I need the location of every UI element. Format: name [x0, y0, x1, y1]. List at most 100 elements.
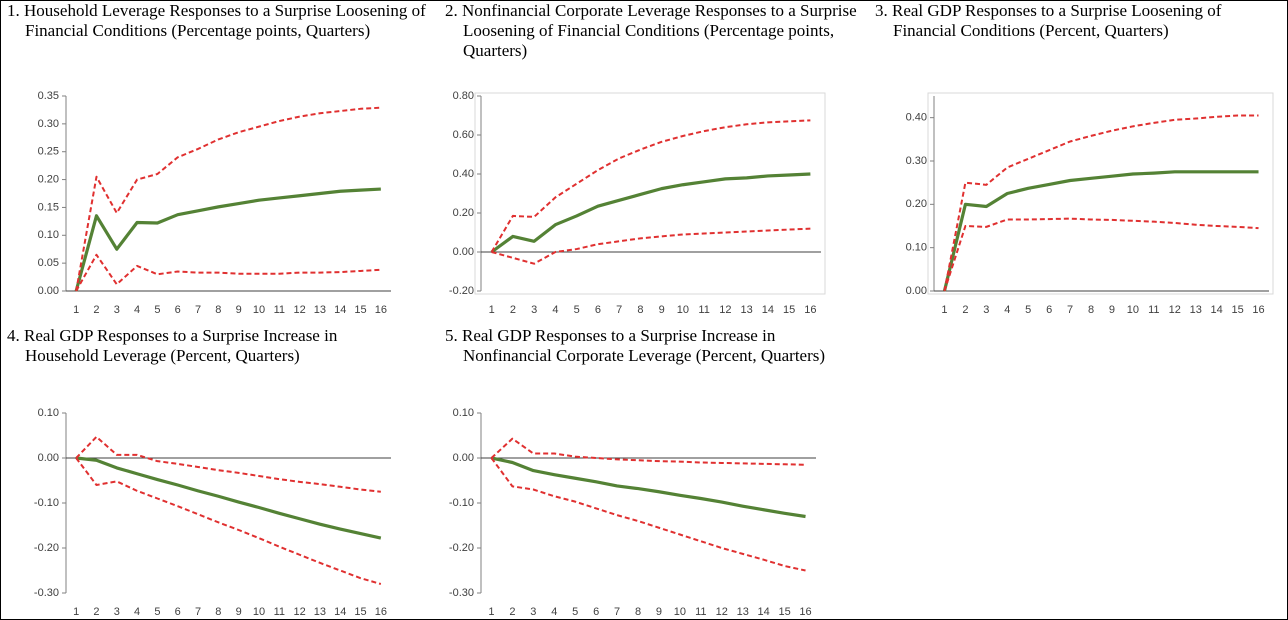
x-tick-label: 2 [93, 304, 99, 316]
confidence-line [491, 227, 811, 265]
x-tick-label: 6 [175, 304, 181, 316]
x-tick-label: 7 [614, 606, 620, 618]
x-tick-label: 12 [716, 606, 728, 618]
x-tick-label: 3 [114, 606, 120, 618]
x-tick-label: 3 [530, 606, 536, 618]
x-tick-label: 2 [509, 606, 515, 618]
x-tick-label: 5 [1025, 304, 1031, 316]
x-tick-label: 12 [1169, 304, 1181, 316]
y-tick-label: 0.40 [453, 168, 474, 180]
y-tick-label: 0.10 [906, 242, 927, 254]
y-tick-label: 0.00 [906, 285, 927, 297]
chart-title: 3. Real GDP Responses to a Surprise Loos… [875, 1, 1222, 40]
y-tick-label: 0.10 [38, 407, 59, 419]
x-tick-label: 4 [1004, 304, 1010, 316]
confidence-line [75, 457, 382, 585]
y-tick-label: 0.20 [906, 198, 927, 210]
x-tick-label: 9 [236, 606, 242, 618]
x-tick-label: 5 [574, 304, 580, 316]
x-tick-label: 16 [799, 606, 811, 618]
y-tick-label: -0.20 [449, 285, 474, 297]
confidence-line [943, 217, 1259, 292]
y-tick-label: -0.30 [34, 587, 59, 599]
x-tick-label: 2 [93, 606, 99, 618]
y-tick-label: 0.00 [453, 452, 474, 464]
x-tick-label: 14 [1211, 304, 1223, 316]
x-tick-label: 14 [762, 304, 774, 316]
x-tick-label: 4 [551, 606, 557, 618]
y-tick-label: 0.20 [453, 207, 474, 219]
y-tick-label: 0.20 [38, 173, 59, 185]
confidence-line [75, 253, 381, 292]
x-tick-label: 13 [741, 304, 753, 316]
x-tick-label: 3 [983, 304, 989, 316]
y-tick-label: -0.10 [449, 497, 474, 509]
chart-title: 2. Nonfinancial Corporate Leverage Respo… [445, 1, 857, 60]
confidence-line [75, 435, 381, 493]
confidence-line [490, 119, 811, 253]
x-tick-label: 13 [314, 606, 326, 618]
x-tick-label: 1 [488, 606, 494, 618]
confidence-line [490, 437, 806, 466]
response-line [942, 170, 1259, 292]
response-line [74, 187, 381, 292]
y-tick-label: 0.15 [38, 201, 59, 213]
y-tick-label: 0.00 [38, 452, 59, 464]
x-tick-label: 15 [354, 606, 366, 618]
x-tick-label: 8 [1088, 304, 1094, 316]
x-tick-label: 2 [962, 304, 968, 316]
x-tick-label: 13 [314, 304, 326, 316]
y-tick-label: 0.40 [906, 112, 927, 124]
x-tick-label: 9 [659, 304, 665, 316]
y-tick-label: 0.25 [38, 146, 59, 158]
x-tick-label: 6 [593, 606, 599, 618]
x-tick-label: 9 [236, 304, 242, 316]
x-tick-label: 1 [73, 304, 79, 316]
x-tick-label: 3 [114, 304, 120, 316]
x-tick-label: 4 [134, 606, 140, 618]
x-tick-label: 11 [274, 606, 285, 618]
y-tick-label: 0.30 [906, 155, 927, 167]
x-tick-label: 5 [572, 606, 578, 618]
confidence-line [943, 114, 1259, 292]
y-tick-label: -0.10 [34, 497, 59, 509]
y-tick-label: 0.30 [38, 118, 59, 130]
chart-title: 5. Real GDP Responses to a Surprise Incr… [445, 326, 826, 365]
response-line [491, 456, 806, 519]
x-tick-label: 16 [375, 304, 387, 316]
x-tick-label: 16 [1252, 304, 1264, 316]
x-tick-label: 12 [293, 304, 305, 316]
x-tick-label: 11 [274, 304, 285, 316]
x-tick-label: 15 [1231, 304, 1243, 316]
x-tick-label: 5 [154, 304, 160, 316]
y-tick-label: 0.10 [38, 229, 59, 241]
x-tick-label: 11 [695, 606, 706, 618]
x-tick-label: 15 [778, 606, 790, 618]
y-tick-label: 0.60 [453, 129, 474, 141]
x-tick-label: 16 [804, 304, 816, 316]
x-tick-label: 12 [719, 304, 731, 316]
x-tick-label: 10 [1127, 304, 1139, 316]
x-tick-label: 15 [354, 304, 366, 316]
x-tick-label: 10 [674, 606, 686, 618]
y-tick-label: 0.35 [38, 90, 59, 102]
x-tick-label: 6 [595, 304, 601, 316]
x-tick-label: 1 [489, 304, 495, 316]
plot-frame [927, 92, 1274, 295]
x-tick-label: 9 [656, 606, 662, 618]
x-tick-label: 8 [637, 304, 643, 316]
response-line [490, 172, 811, 254]
x-tick-label: 12 [293, 606, 305, 618]
x-tick-label: 9 [1109, 304, 1115, 316]
x-tick-label: 13 [737, 606, 749, 618]
x-tick-label: 11 [1148, 304, 1159, 316]
x-tick-label: 10 [677, 304, 689, 316]
y-tick-label: 0.05 [38, 257, 59, 269]
x-tick-label: 15 [783, 304, 795, 316]
x-tick-label: 8 [215, 606, 221, 618]
y-tick-label: 0.00 [453, 246, 474, 258]
x-tick-label: 7 [616, 304, 622, 316]
x-tick-label: 11 [698, 304, 709, 316]
